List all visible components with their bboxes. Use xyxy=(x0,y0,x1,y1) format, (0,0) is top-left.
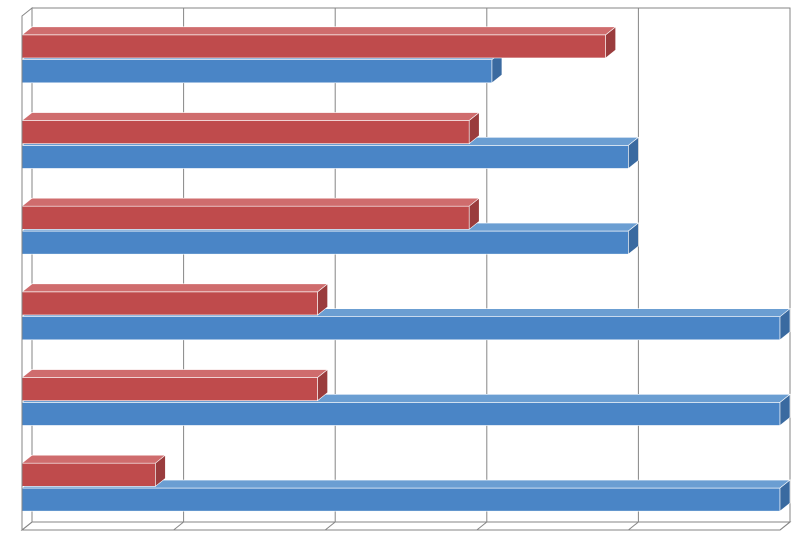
bar-top xyxy=(22,113,479,121)
bar-front xyxy=(22,378,318,401)
bar-front xyxy=(22,121,469,144)
bar-top xyxy=(22,27,616,35)
bar-top xyxy=(22,284,328,292)
bar-front xyxy=(22,206,469,229)
bar-front xyxy=(22,463,155,486)
bar-front xyxy=(22,317,780,340)
bar-front xyxy=(22,60,492,83)
bar-front xyxy=(22,145,628,168)
bar-top xyxy=(22,455,165,463)
bar-top xyxy=(22,198,479,206)
bar-front xyxy=(22,231,628,254)
horizontal-bar-chart-3d xyxy=(0,0,802,545)
bar-front xyxy=(22,488,780,511)
bar-front xyxy=(22,35,606,58)
bar-front xyxy=(22,292,318,315)
bar-front xyxy=(22,402,780,425)
bar-top xyxy=(22,370,328,378)
